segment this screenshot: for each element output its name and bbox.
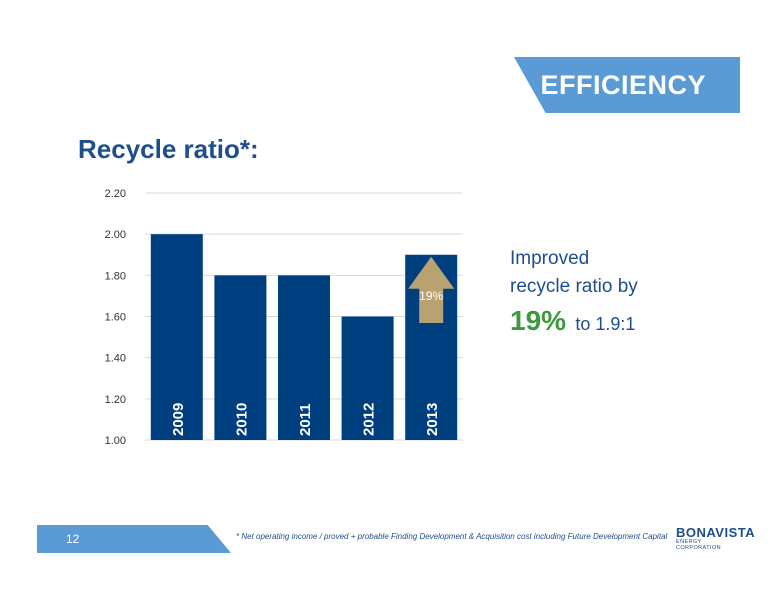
callout-percent: 19% <box>510 305 567 336</box>
logo-line1: BONAVISTA <box>676 525 756 540</box>
y-tick-label: 1.60 <box>105 312 126 324</box>
x-category-label: 2012 <box>361 403 378 436</box>
recycle-ratio-chart: 1.00 1.20 1.40 1.60 1.80 2.00 2.20 2009 2010 2011… <box>105 188 463 447</box>
y-tick-label: 1.40 <box>105 353 126 365</box>
y-tick-label: 1.20 <box>105 394 126 406</box>
company-logo: BONAVISTA ENERGY CORPORATION <box>676 525 756 551</box>
bar <box>278 275 330 440</box>
y-tick-label: 2.20 <box>105 188 126 200</box>
x-category-label: 2013 <box>424 403 441 436</box>
page-number: 12 <box>66 532 80 546</box>
callout: Improved recycle ratio by 19% to 1.9:1 <box>510 245 638 339</box>
footer-bar <box>37 525 231 553</box>
up-arrow-icon <box>408 256 455 323</box>
bar <box>214 275 267 440</box>
section-tag: EFFICIENCY <box>514 57 740 113</box>
callout-line1: Improved <box>510 248 590 269</box>
y-tick-label: 1.00 <box>105 435 126 447</box>
bar <box>150 234 203 440</box>
callout-to-text: to 1.9:1 <box>575 314 636 334</box>
logo-line2: ENERGY CORPORATION <box>676 539 721 551</box>
page-title: Recycle ratio*: <box>78 134 259 164</box>
annotation-label: 19% <box>419 289 443 303</box>
callout-line2: recycle ratio by <box>510 276 638 297</box>
x-category-label: 2011 <box>297 403 314 436</box>
x-category-label: 2010 <box>233 403 250 436</box>
footnote: * Net operating income / proved + probab… <box>236 532 668 541</box>
bar <box>341 316 394 440</box>
y-tick-label: 1.80 <box>105 270 126 282</box>
x-category-label: 2009 <box>170 403 187 436</box>
y-tick-label: 2.00 <box>105 229 126 241</box>
section-label: EFFICIENCY <box>540 70 706 100</box>
